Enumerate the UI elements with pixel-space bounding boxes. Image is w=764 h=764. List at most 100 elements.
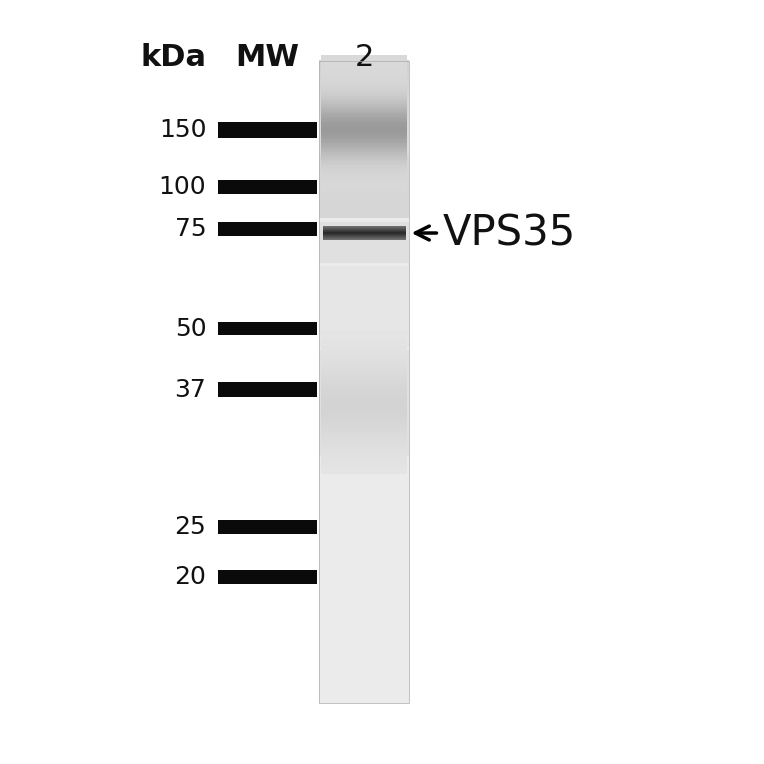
Bar <box>321 88 407 95</box>
Bar <box>319 295 409 299</box>
Bar <box>321 147 407 154</box>
Bar <box>321 465 407 472</box>
Bar <box>321 136 407 143</box>
Bar <box>321 377 407 384</box>
Bar <box>321 424 407 431</box>
Bar <box>319 532 409 536</box>
Bar <box>321 366 407 374</box>
Bar <box>321 157 407 163</box>
Bar <box>321 62 407 69</box>
Bar <box>319 612 409 617</box>
Bar <box>321 409 407 416</box>
Bar <box>321 134 407 141</box>
Bar <box>319 167 409 170</box>
Bar <box>321 115 407 122</box>
Bar <box>319 545 409 549</box>
Bar <box>319 66 409 71</box>
Bar <box>321 71 407 78</box>
Bar <box>319 352 409 356</box>
Bar <box>321 184 407 191</box>
Bar <box>319 349 409 353</box>
Bar <box>319 487 409 491</box>
Bar <box>321 458 407 465</box>
Bar <box>321 338 407 346</box>
Bar <box>321 119 407 126</box>
Bar <box>321 397 407 403</box>
Bar <box>321 391 407 398</box>
Bar <box>319 83 409 87</box>
Bar <box>319 259 409 264</box>
Bar <box>321 58 407 65</box>
Bar <box>319 189 409 193</box>
Bar <box>319 452 409 456</box>
Bar <box>319 138 409 141</box>
Bar <box>319 593 409 597</box>
Bar <box>321 358 407 365</box>
Bar <box>321 426 407 432</box>
Bar <box>319 73 409 77</box>
Bar <box>319 683 409 687</box>
Text: 37: 37 <box>174 377 206 402</box>
Bar <box>321 402 407 409</box>
Bar <box>321 175 407 182</box>
Bar <box>319 115 409 119</box>
Bar <box>321 405 407 412</box>
Bar <box>319 590 409 594</box>
Bar <box>321 460 407 467</box>
Bar <box>321 348 407 355</box>
Bar <box>319 680 409 684</box>
Bar <box>321 362 407 369</box>
Bar <box>319 170 409 173</box>
Bar <box>321 166 407 173</box>
Bar <box>321 461 407 468</box>
Bar <box>321 164 407 172</box>
Bar <box>319 108 409 112</box>
Bar <box>319 432 409 436</box>
Bar <box>319 211 409 215</box>
Bar <box>321 94 407 102</box>
Bar <box>319 317 409 321</box>
Bar <box>321 132 407 139</box>
Bar <box>319 391 409 395</box>
Bar <box>321 457 407 464</box>
Bar <box>321 414 407 422</box>
Bar <box>319 384 409 388</box>
Bar <box>321 99 407 106</box>
Bar <box>321 340 407 347</box>
Bar <box>319 60 409 64</box>
Bar <box>319 548 409 552</box>
Bar <box>321 162 407 169</box>
Bar <box>321 112 407 119</box>
Bar <box>321 350 407 357</box>
Bar <box>319 125 409 128</box>
Bar <box>321 129 407 137</box>
Bar <box>321 464 407 471</box>
Bar <box>319 231 409 235</box>
Bar <box>319 407 409 411</box>
Bar <box>321 432 407 439</box>
Bar <box>319 416 409 420</box>
Bar <box>321 170 407 176</box>
Bar <box>321 369 407 376</box>
Bar <box>319 76 409 80</box>
Bar <box>319 577 409 581</box>
Bar <box>319 234 409 238</box>
Bar <box>319 224 409 228</box>
Bar <box>319 89 409 93</box>
Bar <box>319 275 409 280</box>
Bar <box>319 282 409 286</box>
Bar <box>319 128 409 131</box>
Bar <box>321 121 407 128</box>
Bar <box>319 423 409 427</box>
Bar <box>321 361 407 367</box>
Bar <box>319 157 409 160</box>
Bar <box>321 85 407 92</box>
Bar <box>319 584 409 588</box>
Bar <box>319 121 409 125</box>
Bar <box>321 448 407 456</box>
Bar <box>321 179 407 186</box>
Bar <box>319 92 409 96</box>
Bar <box>319 205 409 209</box>
Bar <box>321 128 407 135</box>
Bar <box>319 403 409 408</box>
